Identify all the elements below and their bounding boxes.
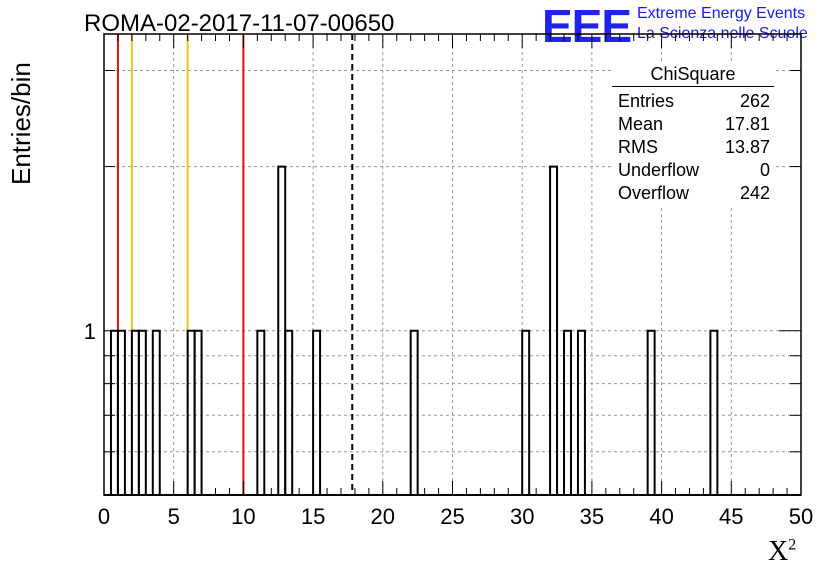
histogram-bar — [193, 329, 203, 495]
stats-label: Mean — [618, 114, 664, 134]
x-axis-label-sup: 2 — [788, 536, 797, 554]
x-tick-label: 30 — [510, 504, 534, 529]
logo-line-1: Extreme Energy Events — [637, 5, 806, 22]
x-tick-label: 0 — [98, 504, 110, 529]
stats-box: ChiSquare Entries 262 Mean 17.81 RMS 13.87 Und… — [612, 64, 774, 205]
stats-row-entries: Entries 262 — [612, 90, 774, 113]
x-tick-label: 50 — [789, 504, 813, 529]
chart-title: ROMA-02-2017-11-07-00650 — [84, 10, 395, 37]
x-tick-label: 20 — [371, 504, 395, 529]
histogram-bar — [709, 329, 719, 495]
histogram-bar — [284, 329, 294, 495]
histogram-bar — [646, 329, 656, 495]
histogram-bar — [563, 329, 572, 495]
stats-row-underflow: Underflow 0 — [612, 159, 774, 182]
x-tick-label: 40 — [649, 504, 673, 529]
y-tick-label: 1 — [84, 319, 96, 344]
stats-label: Entries — [618, 91, 675, 111]
histogram-bar — [137, 329, 147, 495]
histogram-bar — [256, 329, 266, 495]
logo-mark: EEE — [542, 0, 632, 52]
x-axis-label-base: X — [768, 536, 789, 567]
histogram-bar — [151, 329, 161, 495]
histogram-bar — [549, 165, 559, 495]
stats-value: 17.81 — [724, 114, 770, 134]
eee-logo: EEE Extreme Energy Events La Scienza nel… — [542, 0, 836, 52]
histogram-bar — [576, 329, 586, 495]
stats-label: Overflow — [618, 183, 690, 203]
stats-row-rms: RMS 13.87 — [612, 136, 774, 159]
stats-label: RMS — [618, 137, 658, 157]
stats-row-mean: Mean 17.81 — [612, 113, 774, 136]
histogram-bar — [312, 329, 322, 495]
stats-title: ChiSquare — [612, 64, 774, 87]
x-tick-label: 10 — [231, 504, 255, 529]
stats-value: 242 — [739, 183, 770, 203]
x-tick-label: 5 — [168, 504, 180, 529]
histogram-bar — [521, 329, 531, 495]
x-tick-label: 45 — [719, 504, 743, 529]
histogram-bar — [409, 329, 419, 495]
stats-row-overflow: Overflow 242 — [612, 182, 774, 205]
stats-value: 0 — [759, 160, 770, 180]
stats-value: 13.87 — [724, 137, 770, 157]
x-tick-label: 35 — [580, 504, 604, 529]
stats-value: 262 — [739, 91, 770, 111]
x-tick-label: 25 — [440, 504, 464, 529]
x-axis-label: X2 — [768, 536, 796, 568]
stats-rows: Entries 262 Mean 17.81 RMS 13.87 Underflow 0 Ove… — [612, 90, 774, 205]
stats-label: Underflow — [618, 160, 700, 180]
x-tick-label: 15 — [301, 504, 325, 529]
